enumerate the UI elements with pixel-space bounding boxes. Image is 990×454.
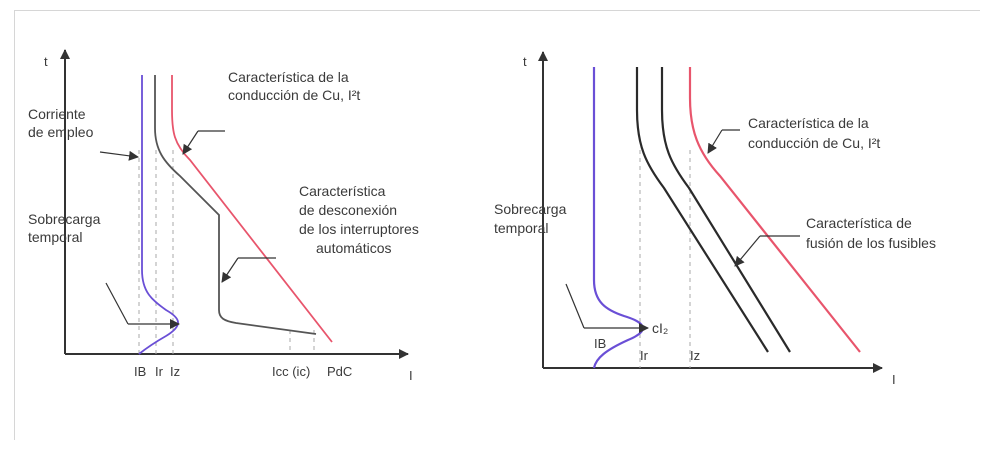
- left-sobrecarga-label-1: Sobrecarga: [28, 211, 101, 227]
- left-empleo-pointer: [99, 150, 139, 161]
- left-desc-pointer-diag: [221, 257, 239, 283]
- left-cu-curve: [171, 75, 333, 343]
- right-fusion-label-1: Característica de: [806, 215, 912, 231]
- right-sobrecarga-label-2: temporal: [494, 220, 548, 236]
- left-cu-pointer-diag: [182, 130, 199, 155]
- left-tick-icc: Icc (ic): [272, 364, 310, 379]
- frame-top-rule: [14, 10, 980, 11]
- right-cu-label-1: Característica de la: [748, 115, 869, 131]
- left-tick-pdc: PdC: [327, 364, 352, 379]
- left-tick-iz: Iz: [170, 364, 180, 379]
- right-i-axis-label: I: [892, 372, 896, 387]
- left-desc-label-4: automáticos: [316, 240, 391, 256]
- right-fuse-curve-a: [635, 67, 769, 353]
- frame-left-rule: [14, 10, 15, 440]
- right-sobrecarga-label-1: Sobrecarga: [494, 201, 567, 217]
- right-cu-curve: [688, 67, 861, 353]
- right-cu-label-2: conducción de Cu, I²t: [748, 135, 880, 151]
- left-empleo-label-2: de empleo: [28, 124, 94, 140]
- left-desc-label-2: de desconexión: [299, 202, 397, 218]
- left-i-axis-label: I: [409, 368, 413, 383]
- right-tick-iz: Iz: [690, 348, 700, 363]
- left-desc-label-1: Característica: [299, 183, 386, 199]
- right-fusion-label-2: fusión de los fusibles: [806, 235, 936, 251]
- left-tick-ir: Ir: [155, 364, 164, 379]
- right-fuse-curve-b: [660, 67, 791, 353]
- left-empleo-label-1: Corriente: [28, 106, 86, 122]
- right-cl-label: cI₂: [652, 320, 668, 336]
- left-tick-ib: IB: [134, 364, 146, 379]
- left-desc-label-3: de los interruptores: [299, 221, 419, 237]
- left-cu-label-1: Característica de la: [228, 69, 349, 85]
- left-cu-label-2: conducción de Cu, I²t: [228, 87, 360, 103]
- right-diagram: t I Característica de la condu: [494, 51, 936, 387]
- left-breaker-curve: [154, 75, 317, 335]
- right-tick-ir: Ir: [640, 348, 649, 363]
- right-cu-pointer-diag: [707, 129, 723, 154]
- left-sobrecarga-label-2: temporal: [28, 229, 82, 245]
- right-ib-curve: [592, 67, 644, 369]
- left-sobrecarga-pointer-a: [105, 282, 129, 325]
- right-sobrecarga-pointer-a: [565, 283, 585, 329]
- left-diagram: t I Cara: [28, 49, 419, 383]
- left-t-axis-label: t: [44, 54, 48, 69]
- right-fusion-pointer-diag: [734, 235, 761, 267]
- right-tick-ib: IB: [594, 336, 606, 351]
- right-t-axis-label: t: [523, 54, 527, 69]
